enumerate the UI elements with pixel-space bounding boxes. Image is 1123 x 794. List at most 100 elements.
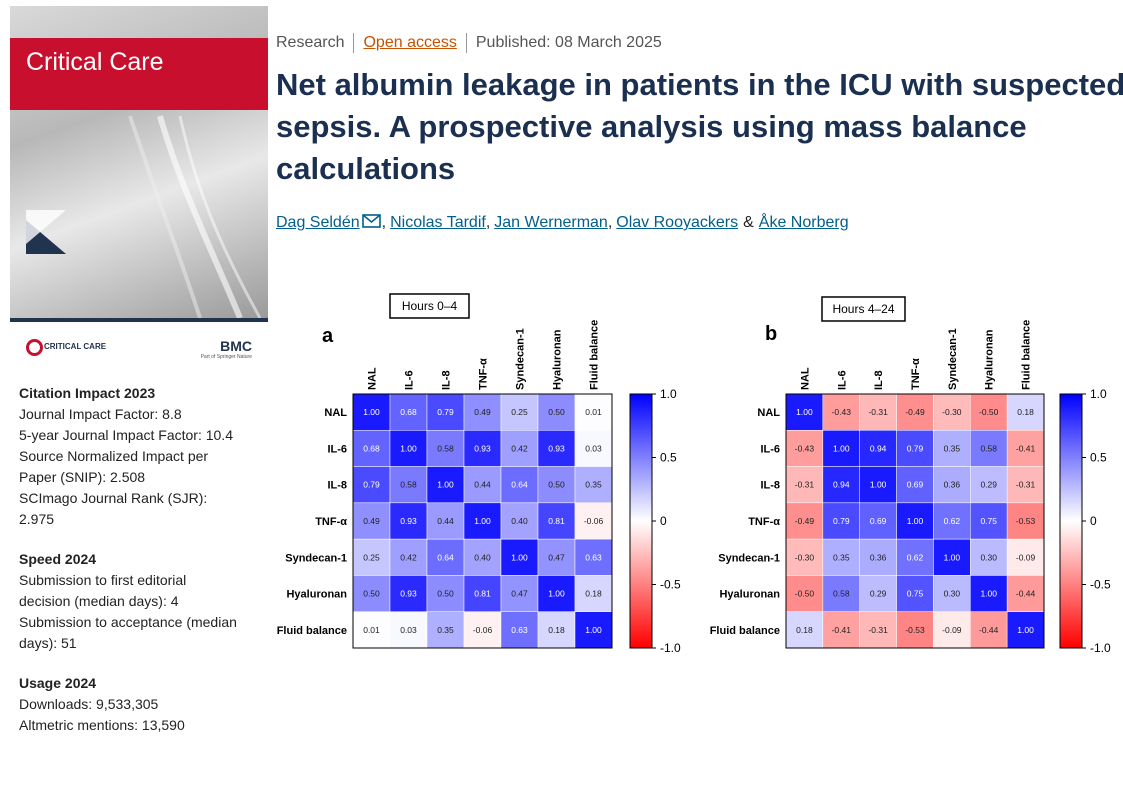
cell-label: 1.00 [548, 589, 565, 599]
colorbar-tick-label: 0 [1090, 514, 1097, 528]
heatmap-cell [352, 430, 391, 467]
cell-label: 0.35 [585, 480, 602, 490]
author-link[interactable]: Nicolas Tardif [390, 214, 486, 231]
cell-label: 0.35 [833, 552, 850, 562]
cell-label: 1.00 [796, 407, 813, 417]
journal-name: Critical Care [26, 48, 164, 76]
cell-label: 0.47 [511, 589, 528, 599]
cell-label: 0.50 [437, 589, 454, 599]
cell-label: -0.50 [979, 407, 999, 417]
cell-label: -0.53 [1016, 516, 1036, 526]
heatmap-cell [859, 502, 897, 540]
cell-label: -0.06 [584, 516, 604, 526]
heatmap-cell [822, 502, 860, 540]
cell-label: -0.49 [905, 407, 925, 417]
open-access-link[interactable]: Open access [363, 34, 457, 52]
cell-label: 0.58 [980, 443, 997, 453]
cell-label: 0.58 [437, 443, 454, 453]
heatmap-cell [785, 430, 824, 467]
x-tick-label: Syndecan-1 [947, 328, 959, 390]
heatmap-frame [352, 393, 613, 649]
heatmap-cell [822, 538, 860, 576]
journal-logo[interactable]: CRITICAL CARE [26, 339, 106, 356]
heatmap-cell [785, 393, 824, 431]
heatmap-cell [389, 430, 428, 467]
heatmap-cell [500, 466, 539, 504]
heatmap-cell [1006, 538, 1045, 576]
heatmap-cell [970, 611, 1008, 649]
cell-label: 0.35 [944, 443, 961, 453]
metric-item: Submission to acceptance (median days): … [19, 614, 237, 651]
publisher-logo[interactable]: BMC [220, 338, 252, 354]
cell-label: 0.50 [548, 480, 565, 490]
email-icon[interactable] [361, 214, 382, 228]
heatmap-cell [389, 611, 428, 649]
cell-label: 0.01 [585, 407, 602, 417]
x-tick-label: TNF-α [478, 358, 490, 390]
cell-label: 0.64 [511, 480, 528, 490]
x-tick-label: IL-8 [441, 370, 453, 390]
heatmap-cell [933, 611, 971, 649]
x-tick-label: IL-6 [404, 370, 416, 390]
heatmap-cell [933, 575, 971, 612]
journal-cover[interactable]: Critical Care [10, 6, 268, 322]
metric-section: Speed 2024 Submission to first editorial … [19, 549, 241, 654]
heatmap-cell [859, 538, 897, 576]
y-tick-label: NAL [324, 407, 347, 419]
cell-label: 0.30 [980, 552, 997, 562]
heatmap-cell [426, 611, 465, 649]
cell-label: 0.18 [1017, 407, 1034, 417]
colorbar-tick-label: -0.5 [660, 578, 681, 592]
author-link[interactable]: Åke Norberg [758, 214, 849, 231]
cell-label: 1.00 [870, 480, 887, 490]
author-link[interactable]: Jan Wernerman [494, 214, 608, 231]
y-tick-label: Syndecan-1 [718, 552, 780, 564]
author-link[interactable]: Dag Seldén [276, 214, 360, 231]
y-tick-label: IL-6 [760, 443, 780, 455]
heatmap-cell [859, 466, 897, 504]
heatmap-cell [785, 575, 824, 612]
heatmap-cell [352, 575, 391, 612]
heatmap-cell [970, 430, 1008, 467]
y-tick-label: NAL [757, 407, 780, 419]
cell-label: -0.30 [942, 407, 962, 417]
article-title: Net albumin leakage in patients in the I… [276, 67, 1123, 186]
author-list: Dag Seldén, Nicolas Tardif, Jan Wernerman,… [276, 214, 849, 232]
cell-label: 0.68 [400, 407, 417, 417]
heatmap-cell [896, 393, 934, 431]
cell-label: 0.30 [944, 589, 961, 599]
heatmap-cell [896, 538, 934, 576]
heatmap-cell [537, 430, 576, 467]
cell-label: -0.09 [942, 625, 962, 635]
cell-label: 0.93 [400, 589, 417, 599]
publisher-note: Part of Springer Nature [200, 354, 252, 360]
x-tick-label: NAL [367, 367, 379, 390]
cell-label: -0.31 [1016, 480, 1036, 490]
metric-section: Citation Impact 2023 Journal Impact Facto… [19, 383, 241, 530]
author-link[interactable]: Olav Rooyackers [616, 214, 739, 231]
cell-label: 0.03 [585, 443, 602, 453]
cell-label: 0.49 [363, 516, 380, 526]
heatmap-frame [785, 393, 1045, 649]
heatmap-cell [574, 430, 613, 467]
separator [353, 33, 355, 53]
metric-item: Submission to first editorial decision (… [19, 572, 187, 609]
y-tick-label: Hyaluronan [286, 589, 347, 601]
cell-label: 1.00 [474, 516, 491, 526]
cover-art [26, 115, 262, 318]
cell-label: 0.36 [870, 552, 887, 562]
separator: & [743, 214, 754, 231]
heatmap-cell [933, 538, 971, 576]
colorbar-tick-label: -1.0 [660, 641, 681, 655]
x-tick-label: Fluid balance [589, 320, 601, 390]
y-tick-label: Hyaluronan [719, 589, 780, 601]
cell-label: 0.44 [437, 516, 454, 526]
heatmap-cell [859, 430, 897, 467]
title-box [821, 296, 906, 322]
y-tick-label: Fluid balance [277, 625, 347, 637]
cell-label: 1.00 [833, 443, 850, 453]
heatmap-cell [574, 575, 613, 612]
x-tick-label: Hyaluronan [984, 329, 996, 390]
metric-item: Downloads: 9,533,305 [19, 696, 159, 712]
